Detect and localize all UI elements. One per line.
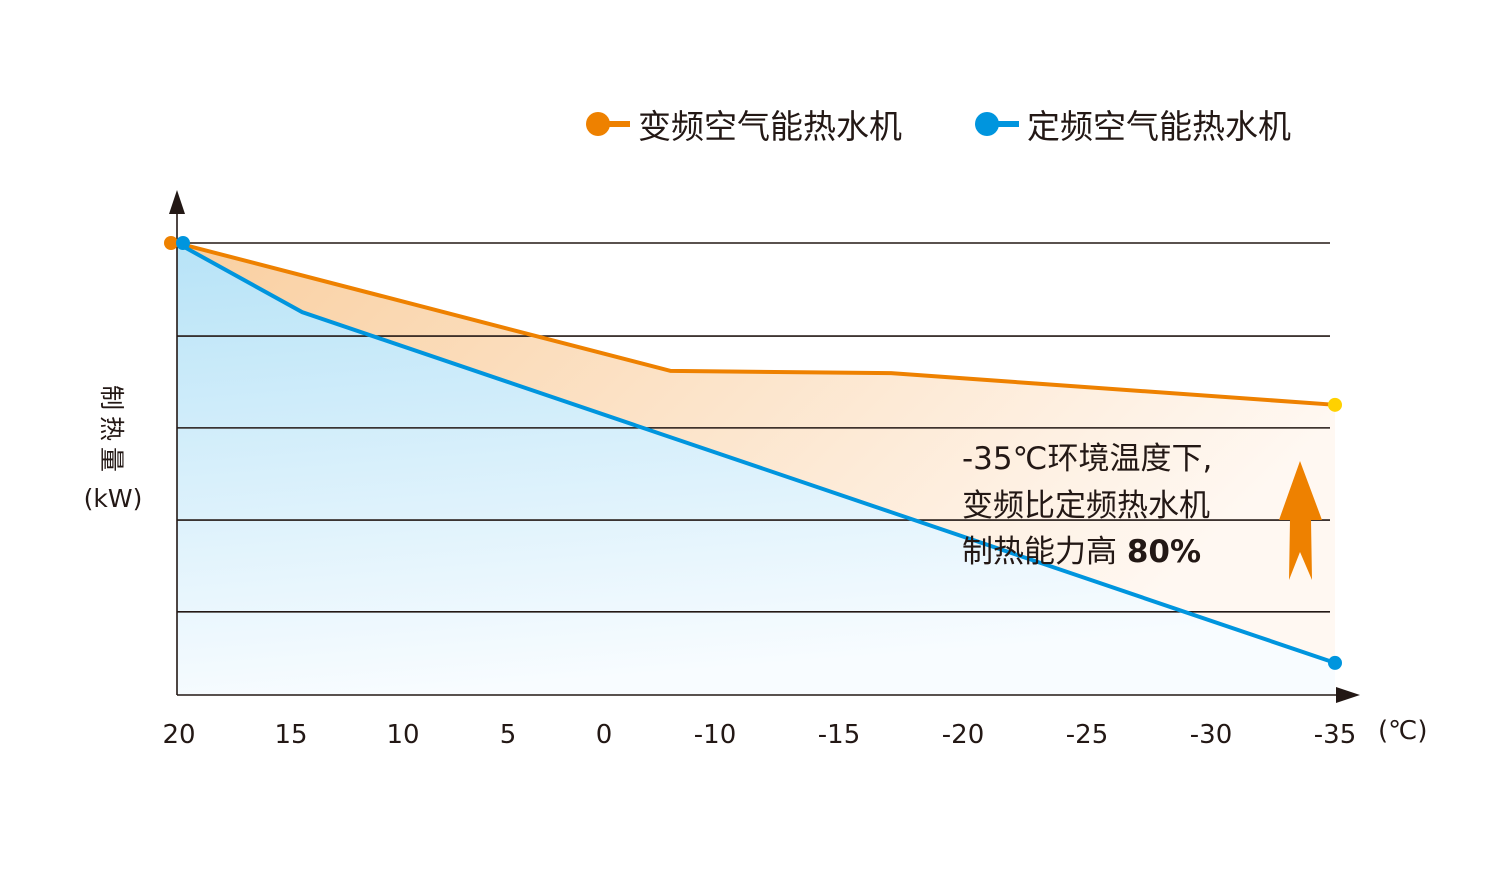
x-tick-label: -35 bbox=[1313, 720, 1357, 750]
inverter-end-point bbox=[1328, 397, 1342, 412]
x-tick-label: -20 bbox=[941, 720, 985, 750]
legend-label: 定频空气能热水机 bbox=[1027, 107, 1291, 146]
x-tick-label: 10 bbox=[386, 720, 420, 750]
x-axis-arrow-icon bbox=[1336, 687, 1360, 703]
x-tick-label: -15 bbox=[817, 720, 861, 750]
inverter-start-point bbox=[164, 236, 178, 250]
annotation-value: 80% bbox=[1126, 534, 1202, 570]
x-tick-label: 20 bbox=[162, 720, 196, 750]
legend-label: 变频空气能热水机 bbox=[638, 107, 902, 146]
x-tick-label: -25 bbox=[1065, 720, 1109, 750]
annotation-line: 变频比定频热水机 bbox=[962, 487, 1210, 524]
annotation-line: -35℃环境温度下, bbox=[962, 441, 1213, 477]
inverter-line bbox=[176, 241, 1336, 407]
legend-marker-blue-icon bbox=[975, 112, 1019, 136]
fixed-start-point bbox=[176, 236, 190, 250]
legend-item-fixed: 定频空气能热水机 bbox=[975, 100, 1291, 148]
y-axis-unit: (kW) bbox=[83, 484, 143, 514]
up-arrow-icon bbox=[1279, 461, 1322, 580]
y-axis-label-text: 制热量 bbox=[97, 385, 126, 479]
x-tick-label: -10 bbox=[693, 720, 737, 750]
legend-marker-orange-icon bbox=[586, 112, 630, 136]
y-axis-label: 制热量 (kW) bbox=[82, 385, 144, 513]
x-axis-unit: (℃) bbox=[1378, 716, 1428, 746]
fixed-area bbox=[177, 243, 1335, 695]
annotation: -35℃环境温度下, 变频比定频热水机 制热能力高 80% bbox=[962, 436, 1212, 576]
x-tick-label: -30 bbox=[1189, 720, 1233, 750]
x-tick-label: 0 bbox=[595, 720, 613, 750]
x-tick-label: 15 bbox=[274, 720, 308, 750]
fixed-line bbox=[176, 241, 1336, 665]
y-axis-arrow-icon bbox=[169, 190, 185, 214]
fixed-end-point bbox=[1328, 655, 1342, 670]
legend-item-inverter: 变频空气能热水机 bbox=[586, 100, 902, 148]
annotation-line: 制热能力高 bbox=[962, 534, 1127, 570]
x-tick-label: 5 bbox=[499, 720, 517, 750]
